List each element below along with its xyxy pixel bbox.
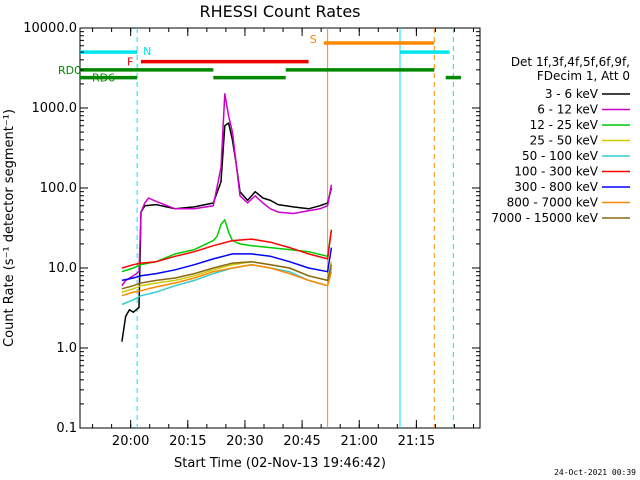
y-tick-label: 10000.0 — [23, 21, 77, 36]
series-line — [121, 93, 333, 287]
vertical-markers — [136, 28, 454, 428]
plot-frame — [79, 27, 481, 429]
state-bar-label: RD0 — [58, 64, 81, 77]
y-axis: 0.1 1.0 10.0 100.0 1000.0 10000.0 — [23, 21, 480, 436]
legend-label: 50 - 100 keV — [522, 149, 599, 163]
x-tick-label: 21:15 — [398, 434, 435, 449]
series-line — [121, 229, 333, 269]
legend-label: 7000 - 15000 keV — [491, 211, 598, 225]
legend-label: 100 - 300 keV — [514, 165, 598, 179]
x-axis: 20:00 20:15 20:30 20:45 21:00 21:15 — [92, 28, 475, 449]
series-line — [121, 260, 333, 290]
x-tick-label: 20:15 — [169, 434, 206, 449]
legend-header: Det 1f,3f,4f,5f,6f,9f, — [511, 55, 630, 69]
x-tick-label: 20:45 — [283, 434, 320, 449]
legend-label: 800 - 7000 keV — [507, 196, 599, 210]
series-line — [121, 263, 333, 297]
legend-header: FDecim 1, Att 0 — [537, 69, 630, 83]
legend-label: 3 - 6 keV — [545, 87, 599, 101]
y-tick-label: 0.1 — [56, 421, 77, 436]
legend-label: 300 - 800 keV — [514, 180, 598, 194]
x-tick-label: 21:00 — [341, 434, 378, 449]
series-line — [121, 122, 333, 342]
state-bars: NF S RD0 RD6 — [58, 33, 461, 85]
legend-label: 12 - 25 keV — [530, 118, 599, 132]
x-tick-label: 20:00 — [112, 434, 149, 449]
x-axis-title: Start Time (02-Nov-13 19:46:42) — [174, 456, 386, 471]
chart-title: RHESSI Count Rates — [200, 2, 361, 21]
legend-label: 25 - 50 keV — [530, 134, 599, 148]
timestamp: 24-Oct-2021 00:39 — [554, 468, 636, 477]
series-layer — [121, 93, 333, 342]
series-line — [121, 263, 333, 306]
y-tick-label: 10.0 — [48, 261, 77, 276]
state-bar-label: RD6 — [92, 72, 115, 85]
legend-label: 6 - 12 keV — [537, 103, 599, 117]
state-bar-label: F — [127, 56, 133, 69]
state-bar-label: S — [310, 33, 317, 46]
series-line — [121, 247, 333, 282]
x-tick-label: 20:30 — [226, 434, 263, 449]
y-tick-label: 1.0 — [56, 341, 77, 356]
state-bar-label: N — [143, 45, 151, 58]
y-tick-label: 1000.0 — [32, 101, 78, 116]
y-axis-title: Count Rate (s⁻¹ detector segment⁻¹) — [2, 109, 17, 347]
y-tick-label: 100.0 — [40, 181, 77, 196]
legend: Det 1f,3f,4f,5f,6f,9f,FDecim 1, Att 0 3 -… — [491, 55, 630, 225]
